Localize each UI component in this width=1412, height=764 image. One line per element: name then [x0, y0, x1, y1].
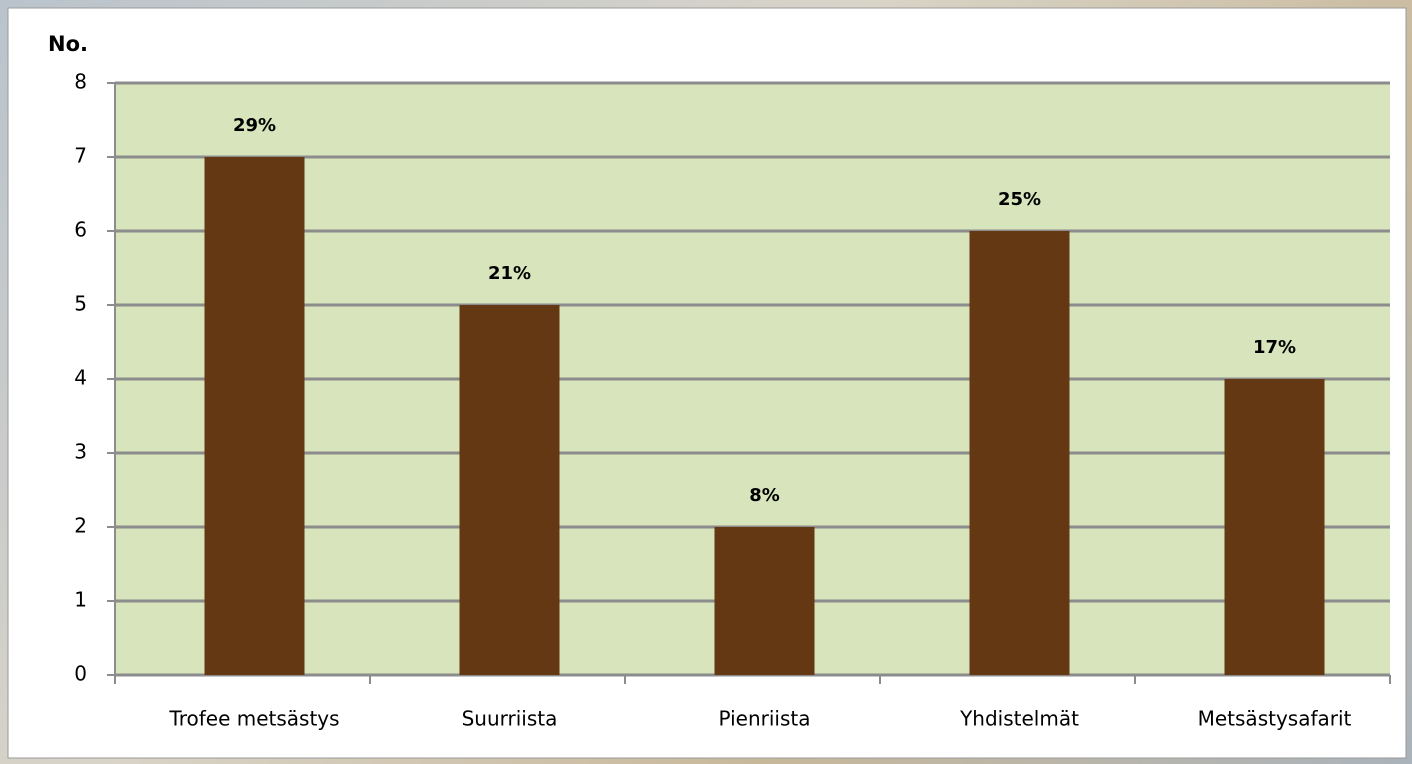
y-axis-label: No. — [48, 32, 88, 56]
percentage-label: 25% — [998, 189, 1041, 210]
x-tick-label: Suurriista — [462, 707, 558, 731]
y-tick-label: 6 — [74, 218, 87, 242]
percentage-label: 17% — [1253, 337, 1296, 358]
y-tick-label: 0 — [74, 662, 87, 686]
percentage-label: 29% — [233, 115, 276, 136]
bar — [1224, 379, 1325, 675]
y-tick-label: 8 — [74, 70, 87, 94]
percentage-label: 21% — [488, 263, 531, 284]
bar — [714, 527, 815, 675]
y-tick-label: 2 — [74, 514, 87, 538]
y-tick-label: 1 — [74, 588, 87, 612]
x-tick-label: Metsästysafarit — [1198, 707, 1352, 731]
bar — [969, 231, 1070, 675]
x-tick-label: Yhdistelmät — [959, 707, 1079, 731]
y-tick-label: 4 — [74, 366, 87, 390]
y-tick-label: 5 — [74, 292, 87, 316]
x-tick-label: Pienriista — [718, 707, 810, 731]
x-tick-label: Trofee metsästys — [168, 707, 339, 731]
y-tick-label: 7 — [74, 144, 87, 168]
bar — [204, 157, 305, 675]
percentage-label: 8% — [749, 485, 780, 506]
bar — [459, 305, 560, 675]
y-tick-label: 3 — [74, 440, 87, 464]
